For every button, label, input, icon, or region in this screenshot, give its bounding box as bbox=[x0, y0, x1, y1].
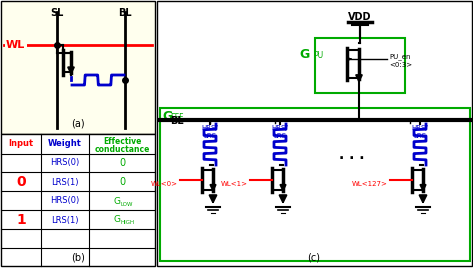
Text: HIGH: HIGH bbox=[120, 221, 134, 225]
Text: LRS: LRS bbox=[413, 133, 427, 139]
Text: EFF: EFF bbox=[170, 113, 184, 122]
Text: HRS/: HRS/ bbox=[272, 125, 289, 131]
Text: (c): (c) bbox=[307, 253, 321, 263]
Bar bbox=[160, 108, 470, 261]
Text: 1: 1 bbox=[16, 213, 26, 227]
Text: HRS/: HRS/ bbox=[201, 125, 219, 131]
Text: . . .: . . . bbox=[339, 148, 365, 162]
Text: G: G bbox=[162, 110, 172, 123]
Text: HRS/: HRS/ bbox=[412, 125, 429, 131]
Text: HRS(0): HRS(0) bbox=[51, 158, 79, 168]
Text: HRS(0): HRS(0) bbox=[51, 196, 79, 206]
Text: BL: BL bbox=[118, 8, 132, 18]
Text: G: G bbox=[113, 215, 120, 225]
Text: conductance: conductance bbox=[94, 144, 149, 154]
Bar bbox=[315, 38, 405, 93]
Text: PU: PU bbox=[313, 51, 323, 60]
Bar bbox=[157, 1, 472, 266]
Text: 0: 0 bbox=[119, 158, 125, 168]
Bar bbox=[1, 1, 155, 134]
Text: WL<0>: WL<0> bbox=[151, 181, 178, 187]
Text: 0: 0 bbox=[16, 175, 26, 189]
Text: <0:3>: <0:3> bbox=[389, 62, 412, 68]
Text: WL: WL bbox=[6, 40, 25, 50]
Text: Weight: Weight bbox=[48, 140, 82, 148]
Text: PU_en: PU_en bbox=[389, 54, 411, 60]
Text: WL<127>: WL<127> bbox=[352, 181, 388, 187]
Text: LRS: LRS bbox=[273, 133, 287, 139]
Text: VDD: VDD bbox=[348, 12, 372, 22]
Text: G: G bbox=[113, 196, 120, 206]
Text: (a): (a) bbox=[71, 118, 85, 128]
Text: WL<1>: WL<1> bbox=[221, 181, 248, 187]
Text: Effective: Effective bbox=[103, 137, 141, 147]
Text: SL: SL bbox=[50, 8, 64, 18]
Bar bbox=[1, 134, 155, 266]
Text: LOW: LOW bbox=[120, 202, 132, 207]
Text: BL: BL bbox=[170, 116, 184, 126]
Text: G: G bbox=[300, 48, 310, 61]
Text: Input: Input bbox=[9, 140, 34, 148]
Text: LRS(1): LRS(1) bbox=[51, 215, 79, 225]
Text: LRS: LRS bbox=[203, 133, 217, 139]
Text: LRS(1): LRS(1) bbox=[51, 177, 79, 187]
Text: (b): (b) bbox=[71, 253, 85, 263]
Text: 0: 0 bbox=[119, 177, 125, 187]
